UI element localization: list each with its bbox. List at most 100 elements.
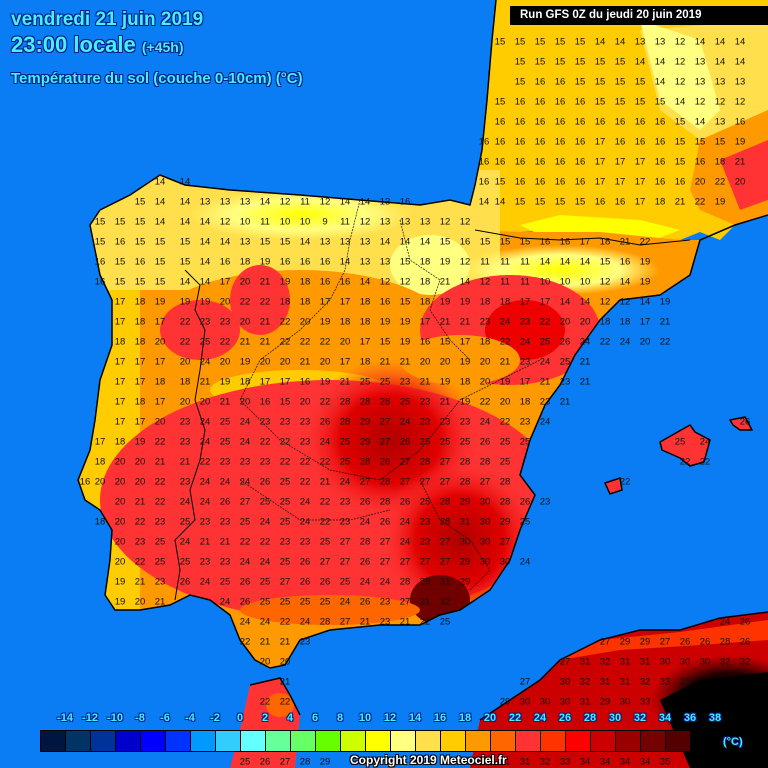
- grid-value: 24: [239, 436, 251, 448]
- model-run-label: Run GFS 0Z du jeudi 20 juin 2019: [510, 6, 768, 25]
- grid-value: 25: [154, 556, 166, 568]
- grid-value: 23: [339, 516, 351, 528]
- colorbar-swatch: [666, 731, 691, 751]
- colorbar-swatch: [341, 731, 366, 751]
- grid-value: 19: [499, 376, 511, 388]
- grid-value: 20: [154, 416, 166, 428]
- grid-value: 29: [619, 636, 631, 648]
- grid-value: 13: [379, 256, 391, 268]
- grid-value: 14: [339, 256, 351, 268]
- grid-value: 28: [499, 476, 511, 488]
- grid-value: 27: [379, 436, 391, 448]
- grid-value: 16: [654, 156, 666, 168]
- grid-value: 10: [299, 216, 311, 228]
- grid-value: 14: [734, 36, 746, 48]
- grid-value: 22: [599, 336, 611, 348]
- colorbar-swatch: [566, 731, 591, 751]
- grid-value: 27: [399, 556, 411, 568]
- grid-value: 17: [359, 336, 371, 348]
- grid-value: 29: [599, 696, 611, 708]
- grid-value: 26: [359, 596, 371, 608]
- grid-value: 13: [359, 236, 371, 248]
- grid-value: 26: [239, 576, 251, 588]
- grid-value: 20: [114, 476, 126, 488]
- grid-value: 17: [219, 276, 231, 288]
- grid-value: 14: [379, 236, 391, 248]
- grid-value: 16: [534, 96, 546, 108]
- grid-value: 16: [319, 276, 331, 288]
- grid-value: 15: [399, 296, 411, 308]
- grid-value: 32: [439, 596, 451, 608]
- grid-value: 10: [239, 216, 251, 228]
- grid-value: 17: [519, 296, 531, 308]
- grid-value: 19: [134, 436, 146, 448]
- colorbar-tick: 0: [236, 712, 244, 724]
- grid-value: 21: [559, 396, 571, 408]
- grid-value: 22: [134, 556, 146, 568]
- grid-value: 13: [219, 196, 231, 208]
- grid-value: 25: [219, 576, 231, 588]
- grid-value: 30: [619, 696, 631, 708]
- grid-value: 21: [439, 396, 451, 408]
- colorbar-tick: 18: [458, 712, 472, 724]
- grid-value: 15: [574, 76, 586, 88]
- grid-value: 17: [319, 296, 331, 308]
- grid-value: 16: [594, 116, 606, 128]
- grid-value: 23: [219, 456, 231, 468]
- grid-value: 20: [319, 356, 331, 368]
- grid-value: 18: [239, 376, 251, 388]
- grid-value: 14: [199, 236, 211, 248]
- grid-value: 19: [199, 296, 211, 308]
- grid-value: 27: [439, 476, 451, 488]
- grid-value: 21: [199, 536, 211, 548]
- grid-value: 23: [519, 416, 531, 428]
- colorbar-swatch: [41, 731, 66, 751]
- grid-value: 21: [319, 476, 331, 488]
- colorbar-swatch: [266, 731, 291, 751]
- grid-value: 15: [114, 216, 126, 228]
- grid-value: 27: [239, 496, 251, 508]
- grid-value: 23: [399, 376, 411, 388]
- colorbar-tick: 4: [286, 712, 294, 724]
- grid-value: 22: [154, 476, 166, 488]
- grid-value: 18: [339, 316, 351, 328]
- grid-value: 30: [479, 536, 491, 548]
- grid-value: 25: [179, 556, 191, 568]
- grid-value: 27: [279, 576, 291, 588]
- grid-value: 25: [359, 376, 371, 388]
- grid-value: 29: [459, 756, 471, 768]
- grid-value: 24: [499, 316, 511, 328]
- grid-value: 25: [219, 436, 231, 448]
- grid-value: 27: [439, 536, 451, 548]
- grid-value: 24: [479, 416, 491, 428]
- grid-value: 22: [319, 396, 331, 408]
- grid-value: 25: [339, 456, 351, 468]
- grid-value: 18: [239, 256, 251, 268]
- grid-value: 29: [439, 756, 451, 768]
- grid-value: 28: [379, 496, 391, 508]
- grid-value: 27: [559, 656, 571, 668]
- grid-value: 17: [614, 176, 626, 188]
- grid-value: 16: [514, 136, 526, 148]
- grid-value: 27: [399, 456, 411, 468]
- grid-value: 25: [399, 396, 411, 408]
- grid-value: 22: [239, 296, 251, 308]
- grid-value: 14: [734, 56, 746, 68]
- grid-value: 16: [614, 196, 626, 208]
- grid-value: 22: [319, 516, 331, 528]
- grid-value: 22: [319, 496, 331, 508]
- grid-value: 16: [694, 156, 706, 168]
- grid-value: 22: [179, 336, 191, 348]
- grid-value: 20: [134, 456, 146, 468]
- grid-value: 25: [379, 376, 391, 388]
- colorbar-tick: 32: [633, 712, 647, 724]
- grid-value: 20: [479, 376, 491, 388]
- grid-value: 16: [279, 256, 291, 268]
- grid-value: 19: [639, 276, 651, 288]
- grid-value: 15: [554, 56, 566, 68]
- grid-value: 16: [554, 116, 566, 128]
- grid-value: 13: [734, 76, 746, 88]
- grid-value: 14: [219, 236, 231, 248]
- grid-value: 15: [279, 396, 291, 408]
- grid-value: 16: [574, 156, 586, 168]
